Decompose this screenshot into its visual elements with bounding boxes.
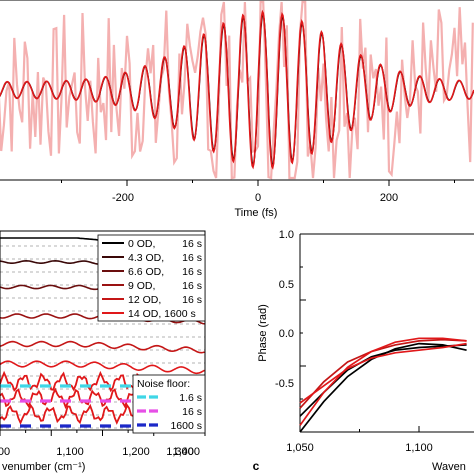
bl-noise-curve bbox=[0, 403, 155, 426]
bl-noise-curve bbox=[0, 387, 155, 410]
bl-series-line bbox=[0, 340, 205, 354]
legend-time: 16 s bbox=[182, 238, 202, 250]
br-y-tick-label: -0.5 bbox=[275, 378, 294, 390]
br-series-line bbox=[299, 342, 467, 404]
bl-x-tick-label: 1,200 bbox=[122, 446, 150, 458]
bl-x-axis-title: venumber (cm⁻¹) bbox=[2, 461, 85, 473]
br-y-tick-label: 0.5 bbox=[279, 279, 294, 291]
bl-x-tick-label: 00 bbox=[0, 446, 10, 458]
bl-x-tick-label: 1,400 bbox=[172, 446, 200, 458]
bl-x-tick-label: 1,100 bbox=[56, 446, 84, 458]
legend-label: 14 OD, 1600 s bbox=[128, 308, 196, 320]
noise-floor-label: 1.6 s bbox=[179, 392, 202, 404]
legend-time: 16 s bbox=[182, 266, 202, 278]
panel-label-c: c bbox=[253, 459, 260, 473]
top-x-tick-label: 0 bbox=[255, 192, 261, 204]
top-series-group bbox=[0, 0, 474, 180]
legend-label: 4.3 OD, bbox=[128, 252, 164, 264]
br-x-tick-label: 1,050 bbox=[286, 442, 314, 454]
top-x-ticks bbox=[61, 180, 455, 186]
legend-label: 9 OD, bbox=[128, 280, 155, 292]
noise-floor-label: 1600 s bbox=[170, 420, 202, 432]
br-y-tick-label: 1.0 bbox=[279, 229, 294, 241]
bl-noise-floor-legend: Noise floor: 1.6 s 16 s 1600 s bbox=[132, 374, 206, 434]
br-y-axis-title: Phase (rad) bbox=[257, 304, 269, 361]
legend-time: 16 s bbox=[182, 294, 202, 306]
noise-floor-box bbox=[132, 374, 206, 434]
noise-floor-label: 16 s bbox=[182, 406, 202, 418]
bl-legend-box bbox=[97, 234, 206, 322]
top-panel: -200 0 200 Time (fs) bbox=[0, 0, 474, 219]
noise-floor-title: Noise floor: bbox=[137, 378, 190, 390]
br-series-line bbox=[299, 342, 467, 433]
br-series-line bbox=[299, 338, 467, 409]
legend-time: 16 s bbox=[182, 280, 202, 292]
noise-floor-items bbox=[137, 395, 160, 427]
legend-label: 0 OD, bbox=[128, 238, 155, 250]
bl-legend-items bbox=[102, 242, 124, 314]
br-x-tick-label: 1,100 bbox=[405, 442, 433, 454]
br-ticks bbox=[299, 233, 420, 433]
bl-x-tick-label: 1,300 bbox=[166, 446, 194, 458]
bl-series-line bbox=[0, 360, 205, 375]
top-x-tick-label: -200 bbox=[112, 192, 134, 204]
bl-noise-curve bbox=[0, 370, 155, 393]
legend-time: 16 s bbox=[182, 252, 202, 264]
top-noisy-trace bbox=[0, 0, 474, 180]
br-series-group bbox=[299, 337, 467, 433]
top-retrieved-trace bbox=[0, 9, 474, 170]
top-x-axis-title: Time (fs) bbox=[235, 207, 278, 219]
legend-label: 6.6 OD, bbox=[128, 266, 164, 278]
bottom-left-panel: 00 1,100 1,200 1,300 1,400 venumber (cm⁻… bbox=[0, 230, 206, 473]
br-series-line bbox=[299, 337, 467, 426]
br-y-tick-label: 0.0 bbox=[279, 328, 294, 340]
bl-legend: 0 OD, 16 s 4.3 OD, 16 s 6.6 OD, 16 s 9 O… bbox=[97, 234, 206, 322]
top-x-tick-label: 200 bbox=[380, 192, 398, 204]
bottom-right-panel: 1.0 0.5 0.0 -0.5 1,050 1,100 Phase (rad)… bbox=[253, 229, 474, 473]
legend-label: 12 OD, bbox=[128, 294, 161, 306]
br-x-axis-title: Waven bbox=[432, 461, 466, 473]
